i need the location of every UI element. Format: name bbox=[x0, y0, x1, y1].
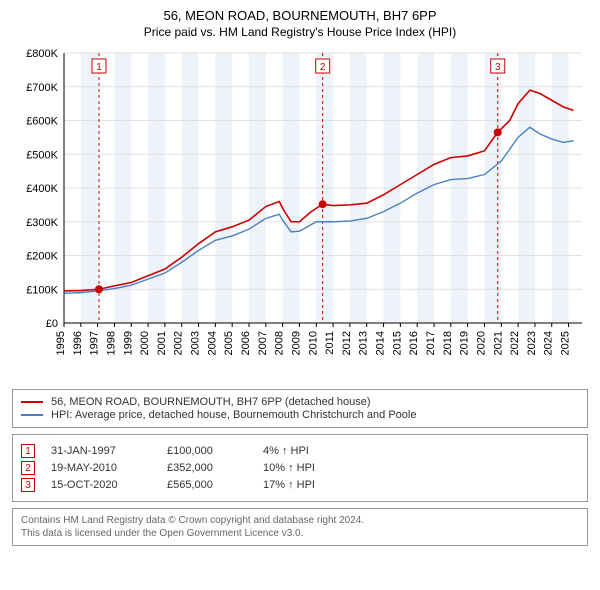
event-price: £100,000 bbox=[167, 445, 247, 457]
event-row: 3 15-OCT-2020 £565,000 17% ↑ HPI bbox=[21, 478, 579, 492]
svg-text:2021: 2021 bbox=[492, 331, 504, 355]
svg-text:2005: 2005 bbox=[223, 331, 235, 355]
event-hpi: 10% ↑ HPI bbox=[263, 462, 315, 474]
svg-text:2006: 2006 bbox=[240, 331, 252, 355]
chart-subtitle: Price paid vs. HM Land Registry's House … bbox=[12, 25, 588, 39]
svg-text:2001: 2001 bbox=[156, 331, 168, 355]
svg-text:2019: 2019 bbox=[459, 331, 471, 355]
event-marker-icon: 1 bbox=[21, 444, 35, 458]
svg-text:£300K: £300K bbox=[26, 217, 58, 229]
svg-text:2002: 2002 bbox=[173, 331, 185, 355]
legend: 56, MEON ROAD, BOURNEMOUTH, BH7 6PP (det… bbox=[12, 389, 588, 428]
svg-text:2: 2 bbox=[320, 62, 326, 73]
svg-text:1998: 1998 bbox=[105, 331, 117, 355]
event-date: 31-JAN-1997 bbox=[51, 445, 151, 457]
svg-text:2017: 2017 bbox=[425, 331, 437, 355]
svg-text:£700K: £700K bbox=[26, 82, 58, 94]
legend-row: 56, MEON ROAD, BOURNEMOUTH, BH7 6PP (det… bbox=[21, 396, 579, 408]
chart-container: 56, MEON ROAD, BOURNEMOUTH, BH7 6PP Pric… bbox=[0, 0, 600, 552]
svg-text:1999: 1999 bbox=[122, 331, 134, 355]
svg-text:2025: 2025 bbox=[560, 331, 572, 355]
svg-text:1995: 1995 bbox=[55, 331, 67, 355]
svg-text:2010: 2010 bbox=[307, 331, 319, 355]
svg-text:2022: 2022 bbox=[509, 331, 521, 355]
events-table: 1 31-JAN-1997 £100,000 4% ↑ HPI 2 19-MAY… bbox=[12, 434, 588, 502]
svg-text:£600K: £600K bbox=[26, 116, 58, 128]
footer-line: Contains HM Land Registry data © Crown c… bbox=[21, 514, 579, 527]
svg-text:£400K: £400K bbox=[26, 183, 58, 195]
legend-row: HPI: Average price, detached house, Bour… bbox=[21, 409, 579, 421]
legend-label-1: 56, MEON ROAD, BOURNEMOUTH, BH7 6PP (det… bbox=[51, 396, 371, 408]
svg-text:£100K: £100K bbox=[26, 284, 58, 296]
svg-text:2000: 2000 bbox=[139, 331, 151, 355]
svg-text:2012: 2012 bbox=[341, 331, 353, 355]
legend-swatch-2 bbox=[21, 414, 43, 416]
svg-text:2011: 2011 bbox=[324, 331, 336, 355]
attribution-footer: Contains HM Land Registry data © Crown c… bbox=[12, 508, 588, 546]
legend-swatch-1 bbox=[21, 401, 43, 403]
svg-text:£0: £0 bbox=[46, 318, 58, 330]
svg-text:2009: 2009 bbox=[290, 331, 302, 355]
svg-text:2024: 2024 bbox=[543, 331, 555, 355]
svg-text:2007: 2007 bbox=[257, 331, 269, 355]
chart-title: 56, MEON ROAD, BOURNEMOUTH, BH7 6PP bbox=[12, 8, 588, 23]
event-row: 1 31-JAN-1997 £100,000 4% ↑ HPI bbox=[21, 444, 579, 458]
svg-text:2014: 2014 bbox=[375, 331, 387, 355]
svg-text:2015: 2015 bbox=[391, 331, 403, 355]
svg-text:2004: 2004 bbox=[206, 331, 218, 355]
svg-text:2020: 2020 bbox=[475, 331, 487, 355]
svg-text:2023: 2023 bbox=[526, 331, 538, 355]
event-date: 19-MAY-2010 bbox=[51, 462, 151, 474]
svg-text:2016: 2016 bbox=[408, 331, 420, 355]
footer-line: This data is licensed under the Open Gov… bbox=[21, 527, 579, 540]
svg-text:1997: 1997 bbox=[89, 331, 101, 355]
svg-text:2008: 2008 bbox=[274, 331, 286, 355]
svg-text:£200K: £200K bbox=[26, 251, 58, 263]
svg-text:2003: 2003 bbox=[190, 331, 202, 355]
svg-text:£800K: £800K bbox=[26, 48, 58, 60]
svg-text:2013: 2013 bbox=[358, 331, 370, 355]
event-price: £565,000 bbox=[167, 479, 247, 491]
svg-text:1: 1 bbox=[96, 62, 102, 73]
svg-text:2018: 2018 bbox=[442, 331, 454, 355]
chart-plot-area: £0 £100K £200K £300K £400K £500K £600K £700K £80… bbox=[12, 43, 588, 383]
svg-text:3: 3 bbox=[495, 62, 501, 73]
event-row: 2 19-MAY-2010 £352,000 10% ↑ HPI bbox=[21, 461, 579, 475]
svg-text:£500K: £500K bbox=[26, 149, 58, 161]
chart-svg: £0 £100K £200K £300K £400K £500K £600K £700K £80… bbox=[12, 43, 588, 383]
event-hpi: 4% ↑ HPI bbox=[263, 445, 309, 457]
svg-text:1996: 1996 bbox=[72, 331, 84, 355]
legend-label-2: HPI: Average price, detached house, Bour… bbox=[51, 409, 416, 421]
event-date: 15-OCT-2020 bbox=[51, 479, 151, 491]
event-marker-icon: 2 bbox=[21, 461, 35, 475]
event-price: £352,000 bbox=[167, 462, 247, 474]
event-hpi: 17% ↑ HPI bbox=[263, 479, 315, 491]
event-marker-icon: 3 bbox=[21, 478, 35, 492]
